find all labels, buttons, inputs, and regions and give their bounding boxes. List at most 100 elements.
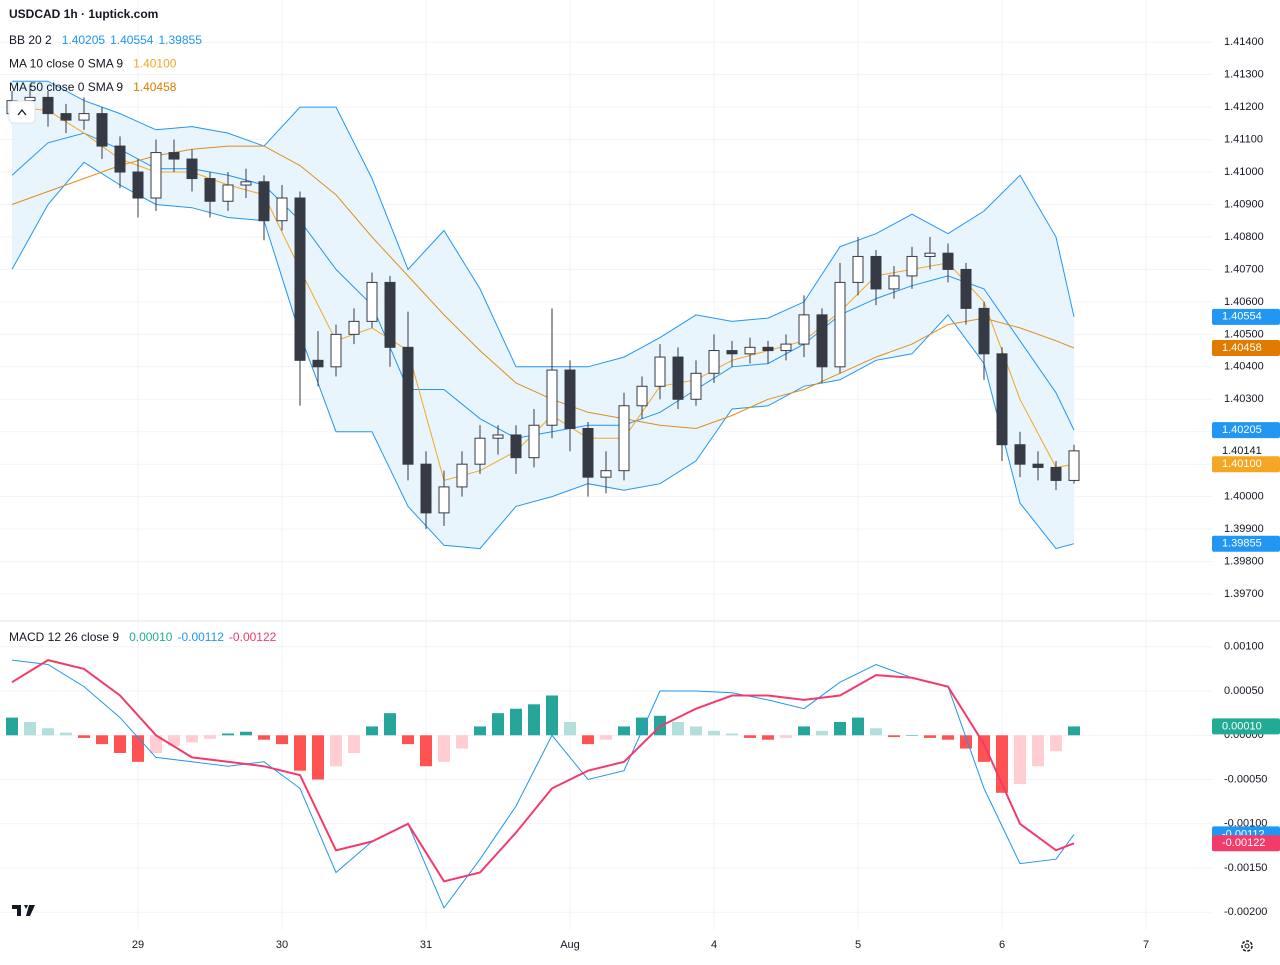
histogram-bar — [348, 735, 360, 753]
price-badge — [1212, 835, 1280, 852]
legend-value: 1.40554 — [110, 33, 154, 47]
histogram-bar — [834, 722, 846, 736]
price-badge — [1212, 535, 1280, 552]
histogram-bar — [870, 728, 882, 736]
candle-body — [168, 152, 180, 160]
candle-body — [690, 372, 702, 400]
histogram-bar — [564, 722, 576, 736]
axis: 29 30 31 Aug 4 5 6 7 1.41400 1.41300 1.41200 1.4110… — [132, 36, 1280, 951]
x-tick-label: Aug — [560, 939, 580, 951]
candle-body — [456, 463, 468, 488]
x-tick-label: 31 — [420, 939, 432, 951]
histogram-bar — [60, 732, 72, 736]
candle-body — [24, 96, 36, 102]
macd-line — [11, 659, 1075, 883]
histogram-bar — [114, 735, 126, 753]
histogram-bar — [402, 735, 414, 745]
candle-body — [420, 463, 432, 514]
y-tick-label: 1.40300 — [1224, 393, 1264, 405]
gear-center[interactable] — [1244, 943, 1250, 949]
candle-body — [708, 350, 720, 374]
candle-body — [528, 424, 540, 459]
gear-icon[interactable] — [1241, 940, 1253, 952]
candle-body — [834, 281, 846, 368]
y-tick-label: 1.41000 — [1224, 166, 1264, 178]
candle-body — [384, 281, 396, 348]
candle-body — [636, 385, 648, 407]
candle-body — [204, 178, 216, 202]
legend-value: 0.00010 — [129, 630, 173, 644]
candle-body — [582, 427, 594, 478]
candle-body — [960, 268, 972, 309]
histogram-bar — [96, 735, 108, 745]
y-tick-label: 1.40700 — [1224, 263, 1264, 275]
histogram-bar — [942, 735, 954, 740]
histogram-bar — [582, 735, 594, 745]
y-tick-label: 0.00100 — [1224, 641, 1264, 653]
candle-body — [888, 275, 900, 290]
y-tick-label: 1.40500 — [1224, 328, 1264, 340]
legend-value: 1.40458 — [133, 80, 177, 94]
histogram-bar — [978, 735, 990, 762]
histogram-bar — [924, 735, 936, 738]
histogram-bar — [132, 735, 144, 762]
candle-body — [312, 359, 324, 368]
histogram-bar — [330, 735, 342, 767]
candle-body — [618, 405, 630, 472]
histogram-bar — [168, 735, 180, 746]
histogram-bar — [186, 735, 198, 743]
histogram-bar — [852, 717, 864, 736]
candle-body — [474, 437, 486, 465]
histogram-bar — [420, 735, 432, 767]
collapse-button[interactable] — [8, 100, 36, 124]
candle-body — [510, 434, 522, 459]
candle-body — [492, 434, 504, 439]
histogram-bar — [888, 735, 900, 738]
histogram-bar — [492, 713, 504, 736]
histogram-bar — [708, 730, 720, 736]
candle-body — [366, 281, 378, 322]
histogram-bar — [1050, 735, 1062, 752]
legend-value: 1.40205 — [62, 33, 106, 47]
bollinger-band-fill — [12, 81, 1074, 549]
histogram-bar — [222, 733, 234, 736]
legend-value: 1.40100 — [133, 57, 177, 71]
candle-body — [942, 252, 954, 270]
histogram-bar — [240, 731, 252, 736]
logo-mark — [12, 905, 35, 916]
histogram-bar — [600, 735, 612, 740]
histogram-bar — [780, 735, 792, 738]
x-tick-label: 7 — [1143, 939, 1149, 951]
candle-body — [996, 353, 1008, 446]
histogram-bar — [618, 726, 630, 736]
price-label: 1.39855 — [1222, 538, 1262, 550]
candle-body — [222, 184, 234, 202]
price-label: -0.00122 — [1222, 837, 1265, 849]
histogram-bar — [636, 717, 648, 736]
histogram-bar — [384, 713, 396, 736]
settings-button[interactable] — [1241, 940, 1253, 952]
legend-label: MA 10 close 0 SMA 9 — [9, 57, 123, 71]
candle-body — [240, 181, 252, 186]
histogram-bar — [150, 735, 162, 753]
collapse-icon[interactable] — [17, 108, 27, 116]
candle-body — [1050, 466, 1062, 481]
candle-body — [726, 350, 738, 355]
histogram-bar — [528, 704, 540, 736]
histogram-bar — [762, 735, 774, 740]
candle-body — [672, 356, 684, 400]
histogram-bar — [1068, 726, 1080, 736]
collapse-box[interactable] — [8, 100, 36, 124]
candle-body — [744, 346, 756, 355]
x-tick-label: 29 — [132, 939, 144, 951]
candle-body — [654, 356, 666, 387]
candle-body — [96, 113, 108, 147]
price-badge — [1212, 718, 1280, 735]
candle-body — [564, 369, 576, 429]
candle-body — [906, 255, 918, 277]
candle-body — [762, 346, 774, 352]
x-tick-label: 30 — [276, 939, 288, 951]
price-label: 0.00010 — [1222, 720, 1262, 732]
candle-body — [114, 145, 126, 173]
